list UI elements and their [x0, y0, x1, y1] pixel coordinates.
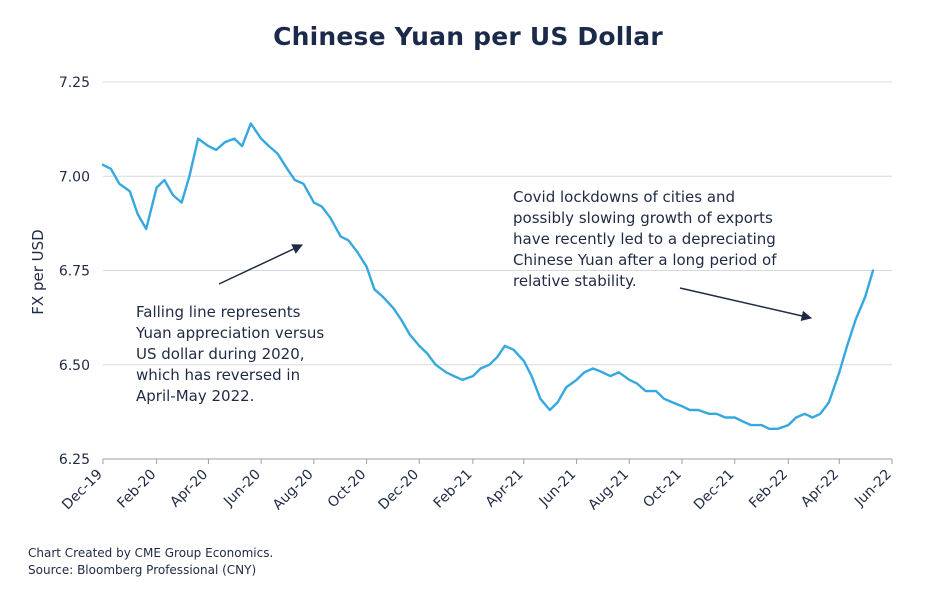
annotation-left-line: Yuan appreciation versus [135, 324, 324, 342]
footer-source: Source: Bloomberg Professional (CNY) [28, 563, 257, 577]
y-axis-label: FX per USD [29, 229, 47, 314]
x-tick-label: Feb-20 [114, 467, 159, 512]
annotations: Falling line represents Yuan appreciation… [135, 188, 813, 405]
footer-credit: Chart Created by CME Group Economics. [28, 546, 274, 560]
x-tick-label: Apr-21 [483, 467, 527, 511]
y-tick-labels: 6.25 6.50 6.75 7.00 7.25 [59, 75, 90, 468]
annotation-left-line: US dollar during 2020, [136, 345, 305, 363]
annotation-right-line: possibly slowing growth of exports [513, 209, 773, 227]
annotation-left-line: which has reversed in [136, 366, 300, 384]
y-tick-label: 7.25 [59, 75, 90, 91]
x-tick-label: Oct-21 [640, 467, 685, 512]
x-tick-label: Dec-20 [375, 467, 422, 514]
annotation-left-line: April-May 2022. [136, 387, 254, 405]
x-tick-label: Jun-22 [851, 467, 895, 511]
series-line [101, 122, 875, 430]
annotation-left-arrow [218, 244, 303, 285]
y-tick-label: 6.75 [59, 264, 90, 280]
annotation-left-line: Falling line represents [136, 303, 301, 321]
y-tick-label: 6.25 [59, 452, 90, 468]
x-tick-label: Dec-19 [59, 467, 106, 514]
x-tick-label: Apr-22 [798, 467, 842, 511]
annotation-right-line: have recently led to a depreciating [513, 230, 776, 248]
x-tick-label: Apr-20 [167, 467, 211, 511]
annotation-right-line: relative stability. [513, 272, 637, 290]
x-tick-label: Feb-21 [431, 467, 476, 512]
x-tick-label: Aug-21 [585, 467, 632, 514]
annotation-right: Covid lockdowns of cities and possibly sl… [513, 188, 777, 290]
annotation-left: Falling line represents Yuan appreciation… [135, 303, 324, 405]
x-tick-label: Dec-21 [691, 467, 738, 514]
chart-footer: Chart Created by CME Group Economics. So… [28, 545, 273, 579]
x-tick-label: Jun-20 [220, 467, 264, 511]
chart-title: Chinese Yuan per US Dollar [273, 22, 663, 51]
x-tick-labels: Dec-19 Feb-20 Apr-20 Jun-20 Aug-20 Oct-20 Dec-… [59, 459, 895, 513]
x-tick-label: Aug-20 [270, 467, 317, 514]
x-tick-label: Feb-22 [746, 467, 791, 512]
annotation-right-line: Chinese Yuan after a long period of [513, 251, 777, 269]
annotation-right-line: Covid lockdowns of cities and [513, 188, 735, 206]
y-tick-label: 7.00 [59, 169, 90, 185]
x-tick-label: Jun-21 [536, 467, 580, 511]
series-group [101, 122, 875, 430]
annotation-right-arrow [679, 287, 813, 322]
gridlines [103, 81, 892, 460]
x-tick-label: Oct-20 [325, 467, 370, 512]
y-tick-label: 6.50 [59, 358, 90, 374]
